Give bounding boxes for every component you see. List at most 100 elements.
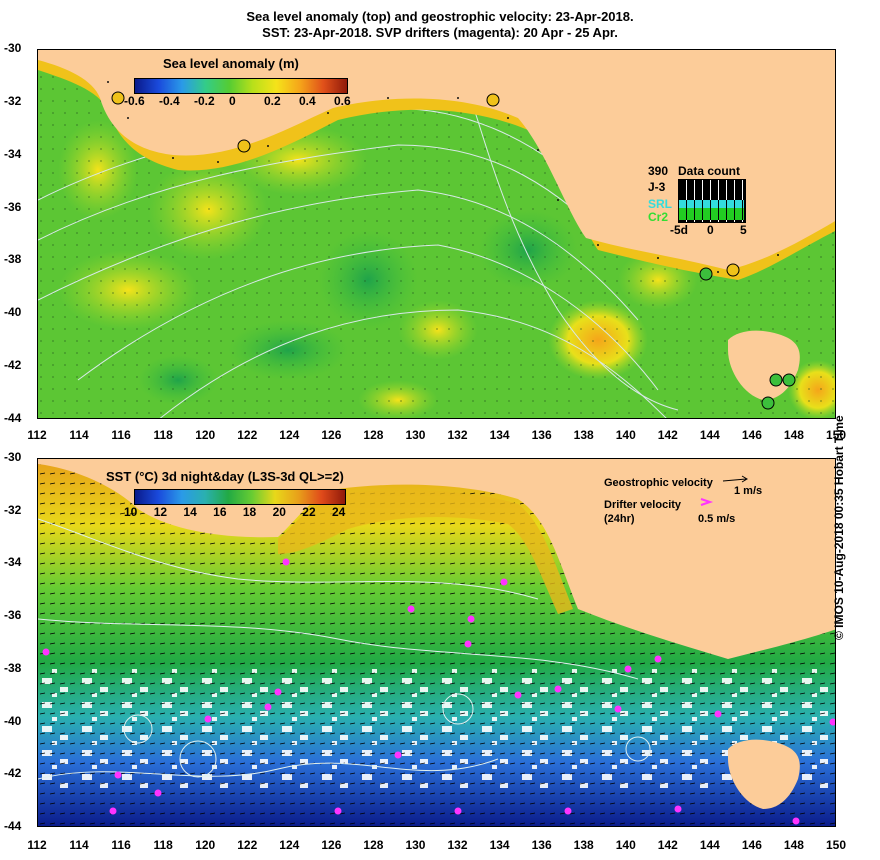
sst-map: SST (°C) 3d night&day (L3S-3d QL>=2) 10 1…	[37, 458, 836, 827]
drifter-position	[204, 715, 212, 723]
drifter-position	[467, 615, 475, 623]
x-tick-label: 130	[405, 838, 426, 852]
y-tick-label: -38	[4, 660, 22, 675]
x-tick-label: 148	[783, 838, 804, 852]
y-tick-label: -34	[4, 555, 22, 570]
figure-title-line1: Sea level anomaly (top) and geostrophic …	[246, 9, 634, 24]
drifter-position	[42, 648, 50, 656]
y-tick-label: -36	[4, 199, 22, 214]
x-tick-label: 136	[531, 428, 552, 442]
x-tick-label: 120	[195, 428, 216, 442]
tide-gauge-markers	[111, 91, 796, 410]
x-tick-label: 126	[321, 838, 342, 852]
y-tick-label: -44	[4, 819, 22, 833]
data-count-axis-start: -5d	[670, 223, 688, 237]
x-tick-label: 128	[363, 838, 384, 852]
drifter-position	[714, 710, 722, 718]
drifter-position	[554, 685, 562, 693]
colorbar-tick-label: 10	[124, 505, 138, 519]
credit-text: © IMOS 10-Aug-2018 00:35 Hobart Time	[832, 415, 846, 640]
sla-colorbar	[134, 78, 348, 94]
colorbar-tick-label: 20	[272, 505, 286, 519]
drifter-position	[282, 558, 290, 566]
colorbar-tick-label: -0.4	[159, 94, 180, 108]
x-tick-label: 144	[699, 838, 720, 852]
drifter-velocity-label: Drifter velocity	[604, 499, 682, 511]
drifter-tracks	[42, 558, 835, 825]
drifter-position	[792, 817, 800, 825]
drifter-position	[394, 751, 402, 759]
x-tick-label: 142	[657, 838, 678, 852]
figure-title-line2: SST: 23-Apr-2018. SVP drifters (magenta)…	[262, 25, 618, 40]
x-tick-label: 132	[447, 428, 468, 442]
y-tick-label: -30	[4, 41, 22, 55]
data-count-axis-end: 5	[740, 223, 747, 237]
x-tick-label: 140	[615, 838, 636, 852]
x-tick-label: 122	[237, 838, 258, 852]
x-tick-label: 136	[531, 838, 552, 852]
data-count-title: Data count	[678, 164, 741, 178]
drifter-position	[454, 807, 462, 815]
x-tick-label: 114	[69, 838, 89, 852]
drifter-position	[829, 718, 835, 726]
drifter-position	[334, 807, 342, 815]
colorbar-tick-label: 12	[153, 505, 168, 519]
x-tick-label: 140	[615, 428, 636, 442]
x-tick-label: 130	[405, 428, 426, 442]
tide-gauge-marker	[699, 267, 713, 281]
sla-colorbar-title: Sea level anomaly (m)	[163, 56, 299, 71]
y-tick-label: -42	[4, 766, 22, 781]
colorbar-tick-label: -0.2	[194, 94, 215, 108]
tide-gauge-marker	[782, 373, 796, 387]
drifter-position	[564, 807, 572, 815]
y-tick-label: -42	[4, 358, 22, 373]
drifter-position	[274, 688, 282, 696]
tide-gauge-marker	[726, 263, 740, 277]
colorbar-tick-label: 18	[242, 505, 257, 519]
y-tick-label: -44	[4, 411, 22, 425]
tide-gauge-marker	[761, 396, 775, 410]
x-tick-label: 118	[153, 428, 173, 442]
ssh-contours	[38, 89, 679, 418]
x-tick-label: 128	[363, 428, 384, 442]
colorbar-tick-label: 0.6	[334, 94, 351, 108]
coastal-dots	[107, 81, 779, 273]
x-tick-label: 144	[699, 428, 720, 442]
x-tick-label: 114	[69, 428, 89, 442]
colorbar-tick-label: 0	[229, 94, 236, 108]
drifter-position	[407, 605, 415, 613]
colorbar-tick-label: 22	[302, 505, 316, 519]
drifter-position	[500, 578, 508, 586]
drifter-position	[614, 705, 622, 713]
colorbar-tick-label: 0.2	[264, 94, 281, 108]
y-tick-label: -32	[4, 502, 22, 517]
geo-velocity-arrow-icon	[722, 475, 748, 483]
drifter-interval: (24hr)	[604, 513, 635, 525]
drifter-position	[264, 703, 272, 711]
x-tick-label: 132	[447, 838, 468, 852]
tide-gauge-marker	[111, 91, 125, 105]
y-tick-label: -30	[4, 450, 22, 464]
x-tick-label: 116	[111, 428, 131, 442]
tide-gauge-marker	[237, 139, 251, 153]
x-tick-label: 120	[195, 838, 216, 852]
x-tick-label: 124	[279, 428, 300, 442]
x-tick-label: 150	[825, 428, 847, 442]
sst-colorbar-title: SST (°C) 3d night&day (L3S-3d QL>=2)	[106, 469, 344, 484]
data-count-row-srl: SRL	[648, 197, 672, 211]
drifter-position	[464, 640, 472, 648]
sst-contours	[38, 518, 651, 780]
x-tick-label: 138	[573, 838, 594, 852]
drifter-position	[109, 807, 117, 815]
drifter-position	[674, 805, 682, 813]
y-tick-label: -36	[4, 608, 22, 623]
y-tick-label: -32	[4, 93, 22, 108]
geo-velocity-label: Geostrophic velocity	[604, 477, 713, 489]
australia-land-sst	[38, 459, 835, 809]
x-tick-label: 118	[153, 838, 173, 852]
tide-gauge-marker	[769, 373, 783, 387]
data-count-row-j3: J-3	[648, 180, 666, 194]
drifter-velocity-scale: 0.5 m/s	[698, 513, 736, 525]
x-tick-label: 146	[741, 428, 762, 442]
x-tick-label: 148	[783, 428, 804, 442]
